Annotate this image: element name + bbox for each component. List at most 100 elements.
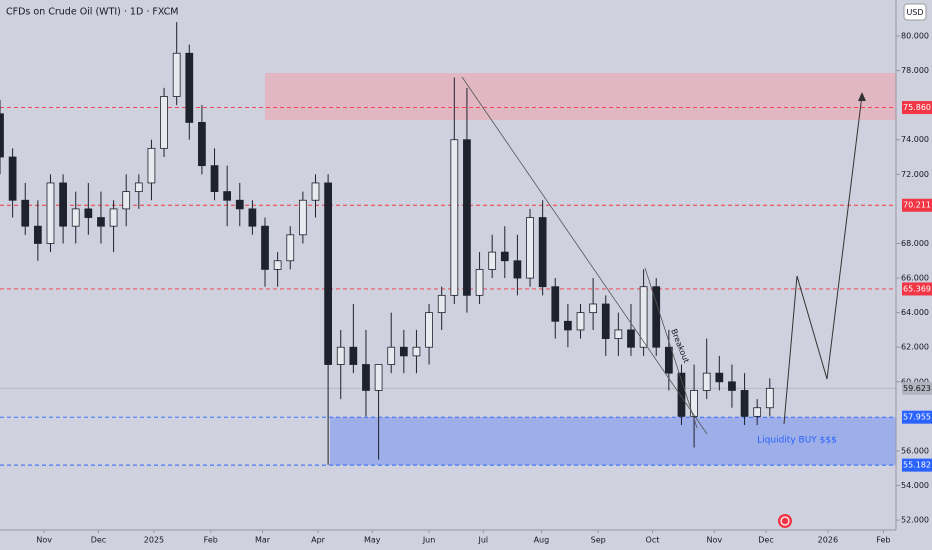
x-tick-label: Mar: [255, 536, 271, 545]
candle-body: [147, 147, 156, 184]
x-tick-label: Oct: [646, 536, 660, 545]
x-tick-label: 2026: [818, 536, 838, 545]
candle-body: [374, 364, 383, 391]
level-label-box: [902, 282, 932, 296]
candle-body: [652, 286, 661, 348]
candle-body: [160, 96, 168, 149]
x-tick-label: Feb: [204, 536, 218, 545]
y-tick-label: 72.000: [901, 170, 929, 179]
candle-body: [601, 303, 610, 339]
logo-icon: [780, 516, 790, 526]
y-tick-label: 64.000: [901, 308, 929, 317]
candle-body: [765, 387, 774, 409]
candle-body: [564, 320, 572, 331]
x-tick-label: Nov: [706, 536, 722, 545]
candle-body: [740, 390, 749, 417]
candle-body: [33, 225, 42, 244]
candle-body: [97, 217, 105, 227]
candle-body: [248, 208, 257, 227]
candle-body: [273, 260, 282, 270]
level-label-box: [902, 381, 932, 395]
level-label: 75.860: [903, 103, 931, 112]
candle-body: [702, 372, 711, 391]
candle-body: [513, 260, 522, 279]
candle-body: [71, 208, 80, 227]
candle-body: [425, 312, 433, 348]
liquidity-label: Liquidity BUY $$$: [757, 436, 837, 446]
level-label-box: [902, 101, 932, 115]
candle-body: [677, 372, 686, 417]
x-tick-label: Feb: [876, 536, 890, 545]
level-label: 59.623: [903, 384, 931, 393]
supply-zone: [265, 73, 896, 120]
candle-body: [324, 182, 332, 365]
candle-body: [399, 346, 408, 357]
candle-body: [84, 208, 93, 218]
candle-body: [437, 294, 446, 314]
candle-body: [576, 312, 585, 331]
y-tick-label: 60.000: [901, 377, 929, 386]
trend-line: [461, 76, 708, 435]
candle-body: [21, 199, 30, 227]
y-tick-label: 54.000: [901, 481, 929, 490]
chart-title: CFDs on Crude Oil (WTI) · 1D · FXCM: [6, 7, 178, 18]
candle-body: [475, 269, 484, 296]
candle-body: [614, 329, 623, 339]
currency-box: [903, 3, 927, 21]
y-tick-label: 62.000: [901, 343, 929, 352]
candle-body: [488, 251, 497, 270]
x-tick-label: Sep: [591, 536, 606, 545]
projection-path: [783, 94, 863, 425]
candle-body: [198, 122, 206, 167]
y-tick-label: 56.000: [901, 446, 929, 455]
candle-body: [690, 390, 698, 417]
candle-body: [589, 303, 597, 314]
candle-body: [223, 191, 232, 201]
x-tick-label: Dec: [91, 536, 106, 545]
level-label-box: [902, 458, 932, 472]
candle-body: [134, 182, 143, 192]
candle-body: [500, 251, 509, 262]
x-tick-label: Jul: [478, 536, 489, 545]
level-label-box: [902, 410, 932, 424]
x-tick-label: Jun: [422, 536, 436, 545]
candle-body: [526, 217, 534, 279]
projection-arrow: [858, 92, 866, 101]
level-label: 65.369: [903, 284, 931, 293]
y-tick-label: 52.000: [901, 516, 929, 525]
candle-body: [0, 113, 4, 158]
candle-body: [551, 286, 560, 322]
candle-body: [235, 199, 244, 210]
y-tick-label: 74.000: [901, 135, 929, 144]
x-tick-label: 2025: [144, 536, 164, 545]
candle-body: [362, 364, 370, 391]
y-tick-label: 66.000: [901, 274, 929, 283]
y-tick-label: 80.000: [901, 31, 929, 40]
x-tick-label: May: [364, 536, 381, 545]
candle-body: [286, 234, 295, 262]
candle-body: [387, 346, 396, 365]
candle-body: [172, 52, 181, 97]
candle-body: [715, 372, 724, 383]
candle-body: [210, 165, 219, 192]
demand-zone: [330, 417, 896, 466]
x-tick-label: Aug: [534, 536, 550, 545]
candle-body: [109, 208, 118, 227]
candle-body: [538, 217, 547, 288]
y-tick-label: 78.000: [901, 66, 929, 75]
candle-body: [46, 182, 55, 244]
logo-icon: [778, 514, 792, 528]
level-label: 70.211: [903, 201, 931, 210]
candle-body: [8, 156, 17, 201]
x-tick-label: Apr: [311, 536, 326, 545]
candle-body: [639, 286, 648, 348]
candle-body: [728, 381, 736, 391]
level-label: 57.955: [903, 413, 931, 422]
candle-body: [261, 225, 269, 270]
level-label-box: [902, 198, 932, 212]
x-tick-label: Nov: [36, 536, 52, 545]
candle-body: [627, 329, 635, 348]
candle-body: [299, 199, 307, 236]
